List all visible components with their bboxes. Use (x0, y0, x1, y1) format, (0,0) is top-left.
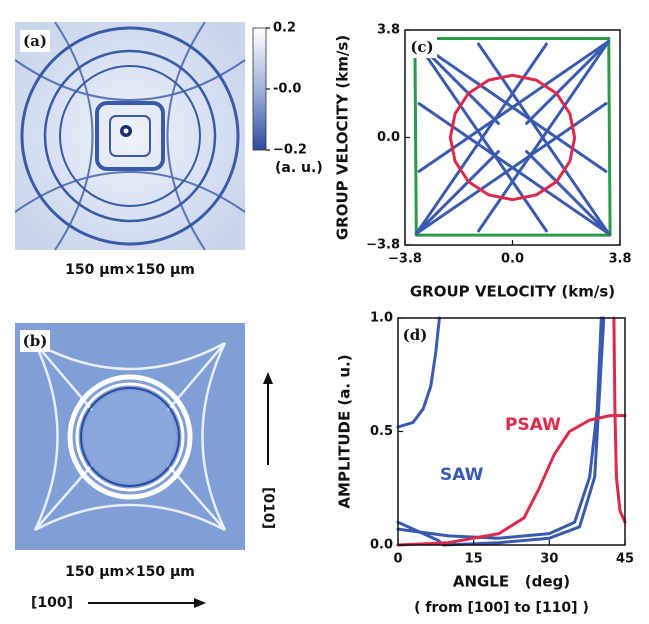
panel-b-image (15, 323, 245, 550)
x-tick-label: 0 (393, 552, 402, 567)
x-tick-label: 45 (616, 552, 634, 567)
y-tick-label: 1.0 (370, 311, 393, 326)
panel-label: (d) (403, 326, 428, 344)
direction-label: [010] (260, 487, 276, 529)
caption: 150 μm×150 μm (65, 564, 195, 580)
x-axis-title: ANGLE (deg) (453, 573, 570, 591)
y-tick-label: 0.0 (377, 130, 400, 145)
series-label: SAW (440, 465, 484, 485)
y-tick-label: 0.0 (370, 538, 393, 553)
x-axis-title: GROUP VELOCITY (km/s) (410, 283, 615, 301)
y-tick-label: 3.8 (377, 23, 400, 38)
axis-note: ( from [100] to [110] ) (414, 600, 589, 616)
colorbar (253, 28, 266, 150)
colorbar-tick-label: 0.2 (273, 21, 296, 36)
caption: 150 μm×150 μm (65, 262, 195, 278)
series-label: PSAW (505, 415, 561, 435)
x-tick-label: −3.8 (388, 252, 422, 267)
colorbar-tick-label: −0.2 (273, 143, 307, 158)
figure: (a) (b) (a. u.) 150 μm×150 μm 150 μm×150… (0, 0, 649, 624)
panel-label: (b) (23, 332, 48, 350)
direction-label: [100] (31, 595, 73, 611)
y-axis-title: AMPLITUDE (a. u.) (336, 354, 354, 508)
x-tick-label: 0.0 (501, 252, 524, 267)
x-tick-label: 15 (465, 552, 483, 567)
colorbar-unit: (a. u.) (275, 160, 323, 176)
y-axis-title: GROUP VELOCITY (km/s) (334, 35, 352, 240)
y-tick-label: 0.5 (370, 424, 393, 439)
panel-label: (a) (23, 32, 47, 50)
x-tick-label: 30 (540, 552, 558, 567)
panel-label: (c) (410, 38, 433, 56)
y-tick-label: −3.8 (366, 238, 400, 253)
x-tick-label: 3.8 (608, 252, 631, 267)
panel-a-image (15, 22, 245, 250)
colorbar-tick-label: -0.0 (273, 82, 301, 97)
